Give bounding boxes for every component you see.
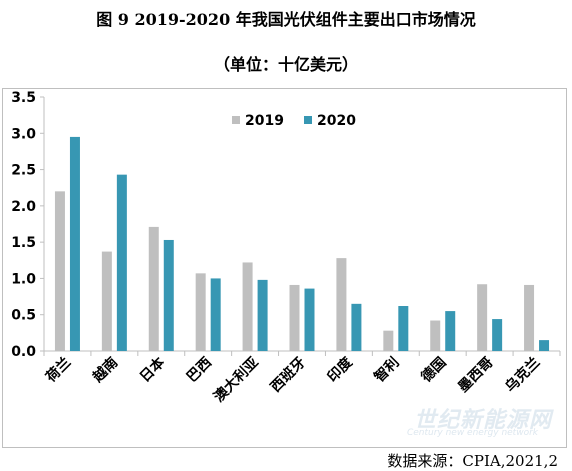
bar-2019 <box>383 330 394 351</box>
y-tick-label: 3.0 <box>11 126 36 142</box>
x-tick-label: 乌克兰 <box>502 354 544 396</box>
watermark-tagline: Century new energy network <box>406 428 538 438</box>
bar-2020 <box>445 311 456 351</box>
bar-2020 <box>210 278 221 351</box>
bar-2019 <box>148 226 159 351</box>
chart-frame <box>2 88 567 448</box>
x-tick-label: 墨西哥 <box>455 355 496 396</box>
legend-swatch-2019 <box>232 116 240 124</box>
y-tick-label: 1.5 <box>11 235 36 251</box>
bar-2020 <box>539 340 550 351</box>
bar-2020 <box>116 174 127 351</box>
bar-2019 <box>477 284 488 351</box>
y-tick-label: 0.0 <box>11 344 36 360</box>
x-tick-label: 越南 <box>89 354 122 387</box>
x-tick-label: 日本 <box>136 353 169 386</box>
bar-2019 <box>54 191 65 351</box>
bar-2019 <box>101 251 112 351</box>
x-tick-label: 澳大利亚 <box>210 354 262 406</box>
bar-2020 <box>304 288 315 351</box>
x-tick-label: 德国 <box>418 354 450 386</box>
bar-2019 <box>242 262 253 351</box>
x-tick-label: 智利 <box>370 354 403 387</box>
bar-2019 <box>336 258 347 351</box>
y-tick-label: 2.0 <box>11 199 36 215</box>
bar-2020 <box>398 306 409 351</box>
chart-title: 图 9 2019-2020 年我国光伏组件主要出口市场情况 <box>96 10 476 29</box>
y-tick-label: 3.5 <box>11 90 36 106</box>
x-tick-label: 荷兰 <box>42 354 75 387</box>
watermark-logo: 世纪新能源网 <box>413 408 552 433</box>
x-tick-label: 印度 <box>324 353 357 386</box>
bar-2020 <box>492 319 503 351</box>
x-tick-label: 巴西 <box>184 355 215 386</box>
x-tick-label: 西班牙 <box>267 354 309 396</box>
chart-subtitle: （单位：十亿美元） <box>213 55 358 74</box>
legend-swatch-2020 <box>304 116 312 124</box>
bar-2019 <box>289 284 300 351</box>
data-source: 数据来源：CPIA,2021,2 <box>387 452 558 470</box>
bar-2020 <box>69 136 80 351</box>
bar-2019 <box>430 320 441 351</box>
bar-2019 <box>195 273 206 351</box>
bar-2020 <box>163 239 174 351</box>
bar-2020 <box>257 279 268 351</box>
bar-2020 <box>351 303 362 351</box>
y-tick-label: 2.5 <box>11 163 36 179</box>
bar-2019 <box>524 284 535 351</box>
y-tick-label: 1.0 <box>11 271 36 287</box>
legend-label-2020: 2020 <box>317 113 356 129</box>
y-tick-label: 0.5 <box>11 308 36 324</box>
legend-label-2019: 2019 <box>245 113 284 129</box>
